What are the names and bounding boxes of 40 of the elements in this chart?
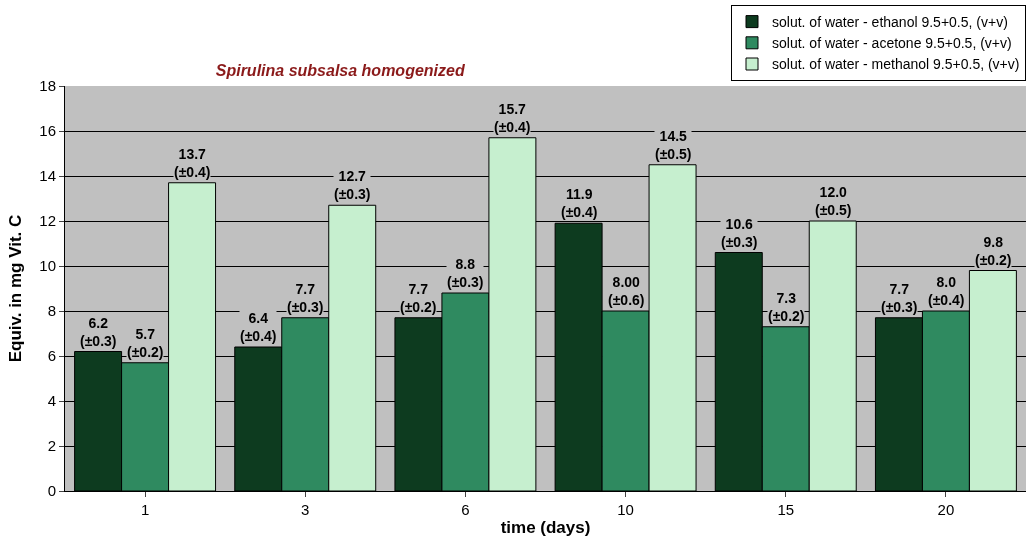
data-label: 6.4 (±0.4) [240,310,277,345]
x-tick-label: 15 [777,501,795,518]
y-tick-label: 18 [39,77,56,95]
legend-label: solut. of water - methanol 9.5+0.5, (v+v) [772,56,1020,73]
data-label: 8.8 (±0.3) [447,256,484,291]
data-label: 15.7 (±0.4) [494,101,531,136]
data-label: 7.7 (±0.2) [400,281,437,316]
y-tick-label: 6 [47,347,56,365]
legend-label: solut. of water - ethanol 9.5+0.5, (v+v) [772,14,1008,31]
data-label: 11.9 (±0.4) [561,186,598,221]
data-label: 12.0 (±0.5) [815,184,852,219]
data-label: 6.2 (±0.3) [80,315,117,350]
data-label: 7.7 (±0.3) [287,281,324,316]
x-tick-label: 1 [140,501,150,518]
data-label: 8.0 (±0.4) [928,274,965,309]
data-label: 10.6 (±0.3) [721,216,758,251]
y-tick-label: 4 [47,392,56,410]
data-label: 5.7 (±0.2) [127,326,164,361]
y-tick-label: 16 [39,122,56,140]
y-tick-label: 0 [47,482,56,500]
x-axis-title: time (days) [500,518,591,538]
chart-title: Spirulina subsalsa homogenized [215,62,466,80]
data-label: 13.7 (±0.4) [174,146,211,181]
x-tick-label: 6 [461,501,470,518]
data-label: 7.7 (±0.3) [881,281,918,316]
data-label: 12.7 (±0.3) [334,168,371,203]
y-tick-label: 8 [47,302,56,320]
x-tick-label: 3 [301,501,310,518]
x-tick-label: 10 [617,501,634,518]
data-label: 7.3 (±0.2) [768,290,805,325]
y-tick-label: 14 [39,167,56,185]
data-label: 14.5 (±0.5) [655,128,692,163]
x-tick-label: 20 [937,501,955,518]
y-tick-label: 10 [39,257,56,275]
data-label: 8.00 (±0.6) [608,274,645,309]
y-axis-title: Equiv. in mg Vit. C [6,214,25,363]
data-label: 9.8 (±0.2) [975,234,1012,269]
y-tick-label: 12 [39,212,56,230]
y-tick-label: 2 [47,437,56,455]
legend-label: solut. of water - acetone 9.5+0.5, (v+v) [772,35,1012,52]
